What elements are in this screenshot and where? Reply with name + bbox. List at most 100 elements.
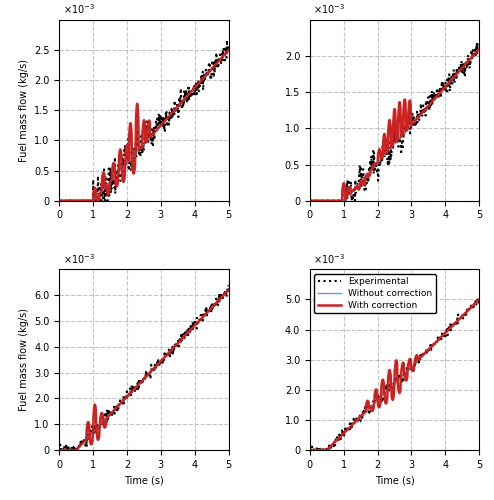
Without correction (137, 380, 143, 386)
Experimental (195, 86, 201, 91)
Experimental (148, 362, 154, 368)
Without correction (226, 47, 232, 53)
Experimental (224, 37, 230, 43)
X-axis label: Time (s): Time (s) (374, 476, 414, 486)
With correction (476, 46, 482, 52)
Text: $\times 10^{-3}$: $\times 10^{-3}$ (63, 2, 95, 16)
With correction (307, 198, 313, 203)
Without correction (388, 144, 394, 150)
With correction (137, 146, 143, 152)
Experimental (56, 198, 62, 203)
With correction (476, 296, 482, 302)
With correction (472, 50, 478, 56)
With correction (148, 134, 154, 140)
Experimental (387, 152, 393, 158)
Without correction (138, 144, 144, 150)
Without correction (387, 146, 393, 152)
Experimental (476, 44, 482, 50)
Without correction (82, 199, 87, 205)
Without correction (226, 287, 232, 293)
With correction (157, 359, 163, 365)
Without correction (138, 380, 144, 386)
Without correction (408, 122, 413, 128)
Without correction (388, 384, 394, 390)
Without correction (157, 359, 163, 365)
Text: $\times 10^{-3}$: $\times 10^{-3}$ (63, 252, 95, 266)
With correction (388, 384, 394, 390)
Without correction (221, 292, 227, 298)
Line: With correction: With correction (59, 290, 229, 450)
Without correction (148, 368, 154, 374)
Line: Without correction: Without correction (310, 49, 479, 201)
Experimental (399, 139, 405, 145)
Experimental (226, 282, 232, 288)
Line: With correction: With correction (310, 49, 479, 201)
With correction (221, 292, 227, 298)
Y-axis label: Fuel mass flow (kg/s): Fuel mass flow (kg/s) (18, 59, 29, 162)
Experimental (472, 299, 478, 305)
Without correction (56, 447, 62, 453)
Legend: Experimental, Without correction, With correction: Experimental, Without correction, With c… (314, 274, 436, 314)
With correction (56, 198, 62, 203)
Experimental (472, 48, 478, 54)
Experimental (408, 119, 413, 125)
Without correction (196, 80, 202, 86)
Experimental (138, 378, 144, 384)
Experimental (446, 80, 452, 86)
Without correction (446, 80, 452, 86)
Experimental (408, 364, 414, 370)
Experimental (307, 198, 313, 203)
Line: Without correction: Without correction (59, 290, 229, 450)
Without correction (472, 300, 478, 306)
Without correction (446, 326, 452, 332)
Experimental (399, 376, 405, 382)
With correction (387, 121, 393, 127)
Experimental (389, 386, 395, 392)
Experimental (221, 58, 227, 64)
Line: With correction: With correction (59, 50, 229, 201)
Line: Experimental: Experimental (310, 298, 479, 450)
Without correction (408, 364, 413, 370)
Line: Without correction: Without correction (59, 50, 229, 202)
Experimental (388, 383, 394, 389)
Experimental (148, 138, 154, 144)
Without correction (137, 146, 143, 152)
With correction (148, 368, 154, 374)
Experimental (308, 447, 314, 453)
Y-axis label: Fuel mass flow (kg/s): Fuel mass flow (kg/s) (19, 308, 29, 411)
With correction (446, 80, 452, 86)
Experimental (476, 298, 482, 304)
Experimental (57, 447, 63, 453)
With correction (138, 145, 144, 151)
Without correction (387, 384, 393, 390)
With correction (399, 133, 405, 139)
Without correction (195, 319, 201, 325)
With correction (408, 102, 413, 107)
With correction (226, 287, 232, 293)
With correction (137, 380, 143, 386)
Without correction (307, 198, 313, 203)
Experimental (138, 142, 144, 148)
Without correction (472, 50, 478, 56)
Experimental (137, 382, 143, 388)
Experimental (158, 360, 164, 366)
Without correction (148, 133, 154, 139)
Without correction (476, 296, 482, 302)
Experimental (222, 290, 228, 296)
With correction (446, 326, 452, 332)
With correction (399, 366, 405, 372)
Without correction (399, 133, 405, 139)
Experimental (307, 445, 313, 451)
With correction (387, 370, 393, 376)
With correction (408, 357, 413, 363)
Without correction (476, 46, 482, 52)
With correction (138, 380, 144, 386)
Experimental (476, 296, 482, 302)
With correction (221, 52, 227, 58)
With correction (195, 319, 201, 325)
Without correction (399, 373, 405, 379)
Experimental (388, 154, 394, 160)
Without correction (158, 123, 164, 129)
With correction (195, 81, 201, 87)
With correction (307, 447, 313, 453)
